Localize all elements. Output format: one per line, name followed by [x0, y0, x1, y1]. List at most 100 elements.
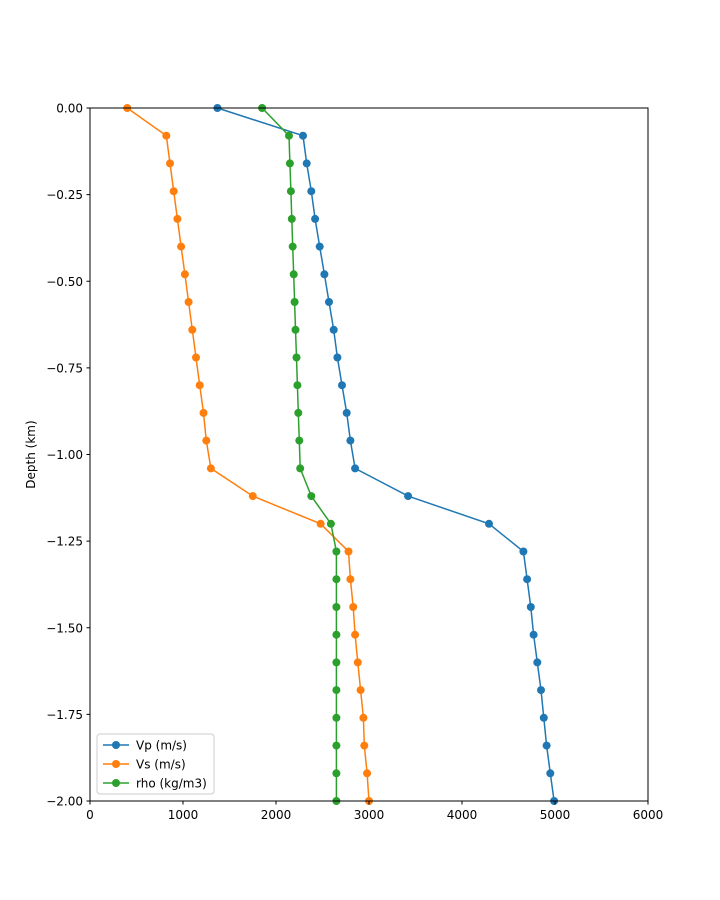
y-tick-label: −0.50	[46, 275, 83, 289]
y-tick-label: −0.75	[46, 361, 83, 375]
data-point-vs	[316, 519, 325, 528]
data-point-vs	[360, 741, 369, 750]
data-point-rho	[332, 741, 341, 750]
x-tick-label: 4000	[447, 808, 478, 822]
data-point-vs	[344, 547, 353, 556]
y-axis: 0.00 −0.25 −0.50 −0.75 −1.00 −1.25 −1.50 −1.75 −…	[46, 102, 90, 809]
legend-label: Vp (m/s)	[136, 739, 187, 753]
x-tick-label: 3000	[354, 808, 385, 822]
data-point-rho	[286, 187, 295, 196]
data-point-rho	[293, 381, 302, 390]
x-tick-label: 5000	[540, 808, 571, 822]
data-point-rho	[285, 131, 293, 140]
data-point-rho	[332, 686, 341, 695]
x-tick-label: 1000	[168, 808, 199, 822]
data-point-vp	[325, 298, 333, 306]
series-line-vp	[217, 107, 555, 802]
data-point-rho	[294, 408, 303, 417]
data-point-vp	[329, 325, 338, 334]
data-point-vp	[485, 519, 493, 528]
data-point-vp	[523, 575, 532, 584]
data-point-vs	[184, 298, 193, 306]
data-point-vs	[202, 436, 211, 445]
data-point-rho	[332, 575, 341, 584]
data-point-rho	[290, 298, 299, 306]
legend-marker	[112, 779, 120, 787]
y-tick-label: −2.00	[46, 795, 83, 809]
data-point-vs	[162, 131, 171, 140]
legend-marker	[112, 760, 120, 768]
legend: Vp (m/s) Vs (m/s) rho (kg/m3)	[96, 733, 215, 795]
data-point-vp	[519, 547, 528, 556]
data-point-vp	[537, 686, 545, 695]
data-point-rho	[332, 769, 341, 778]
data-point-vp	[307, 187, 316, 196]
data-point-vp	[299, 131, 307, 140]
data-point-vp	[546, 769, 555, 778]
data-point-vs	[363, 769, 372, 778]
data-point-vs	[188, 325, 197, 334]
data-point-vs	[346, 575, 355, 584]
data-point-vs	[248, 492, 257, 501]
series-line-vs	[126, 107, 370, 802]
data-point-vs	[166, 159, 174, 168]
data-point-vp	[338, 381, 346, 390]
data-point-vp	[302, 159, 311, 168]
legend-label: rho (kg/m3)	[136, 777, 207, 791]
data-point-vs	[195, 381, 204, 390]
data-point-vs	[180, 270, 189, 279]
data-point-vp	[351, 464, 360, 473]
data-point-vp	[529, 630, 538, 639]
data-point-rho	[332, 603, 341, 611]
legend-frame	[96, 733, 215, 795]
y-tick-label: −1.50	[46, 621, 83, 635]
data-point-vs	[359, 713, 368, 722]
data-point-vs	[349, 603, 358, 611]
data-point-vp	[320, 270, 329, 279]
data-point-vs	[206, 464, 215, 473]
y-tick-label: −1.00	[46, 448, 83, 462]
data-point-vs	[351, 630, 360, 639]
data-point-rho	[326, 519, 335, 528]
y-tick-label: 0.00	[56, 102, 83, 116]
x-tick-label: 6000	[633, 808, 664, 822]
data-point-rho	[295, 436, 304, 445]
data-point-rho	[307, 492, 316, 501]
data-point-rho	[332, 713, 341, 722]
data-point-rho	[291, 325, 300, 334]
data-point-rho	[292, 353, 301, 362]
data-point-vs	[173, 214, 182, 223]
data-point-rho	[288, 242, 297, 251]
data-point-vp	[311, 214, 320, 223]
y-tick-label: −1.25	[46, 535, 83, 549]
data-point-vp	[404, 492, 413, 501]
data-point-vs	[356, 686, 365, 695]
data-point-vp	[333, 353, 342, 362]
data-point-rho	[332, 658, 341, 667]
data-point-rho	[332, 547, 341, 556]
x-tick-label: 2000	[261, 808, 292, 822]
data-point-vp	[542, 741, 551, 750]
legend-marker	[112, 741, 120, 749]
data-point-rho	[289, 270, 298, 279]
y-axis-label: Depth (km)	[24, 420, 38, 488]
series-line-rho	[261, 107, 338, 801]
data-point-rho	[285, 159, 294, 168]
x-tick-label: 0	[86, 808, 94, 822]
data-point-vp	[342, 408, 351, 417]
y-tick-label: −1.75	[46, 708, 83, 722]
data-point-rho	[332, 630, 341, 639]
data-point-vs	[192, 353, 200, 362]
data-point-vs	[169, 187, 178, 196]
data-point-vp	[346, 436, 355, 445]
data-point-vp	[539, 713, 548, 722]
data-point-vs	[353, 658, 362, 667]
legend-label: Vs (m/s)	[136, 758, 186, 772]
x-axis: 0 1000 2000 3000 4000 5000 6000	[86, 801, 663, 822]
data-point-vp	[315, 242, 324, 251]
data-point-vs	[177, 242, 186, 251]
data-point-rho	[287, 214, 296, 223]
data-point-vp	[526, 603, 535, 611]
data-point-rho	[296, 464, 305, 473]
